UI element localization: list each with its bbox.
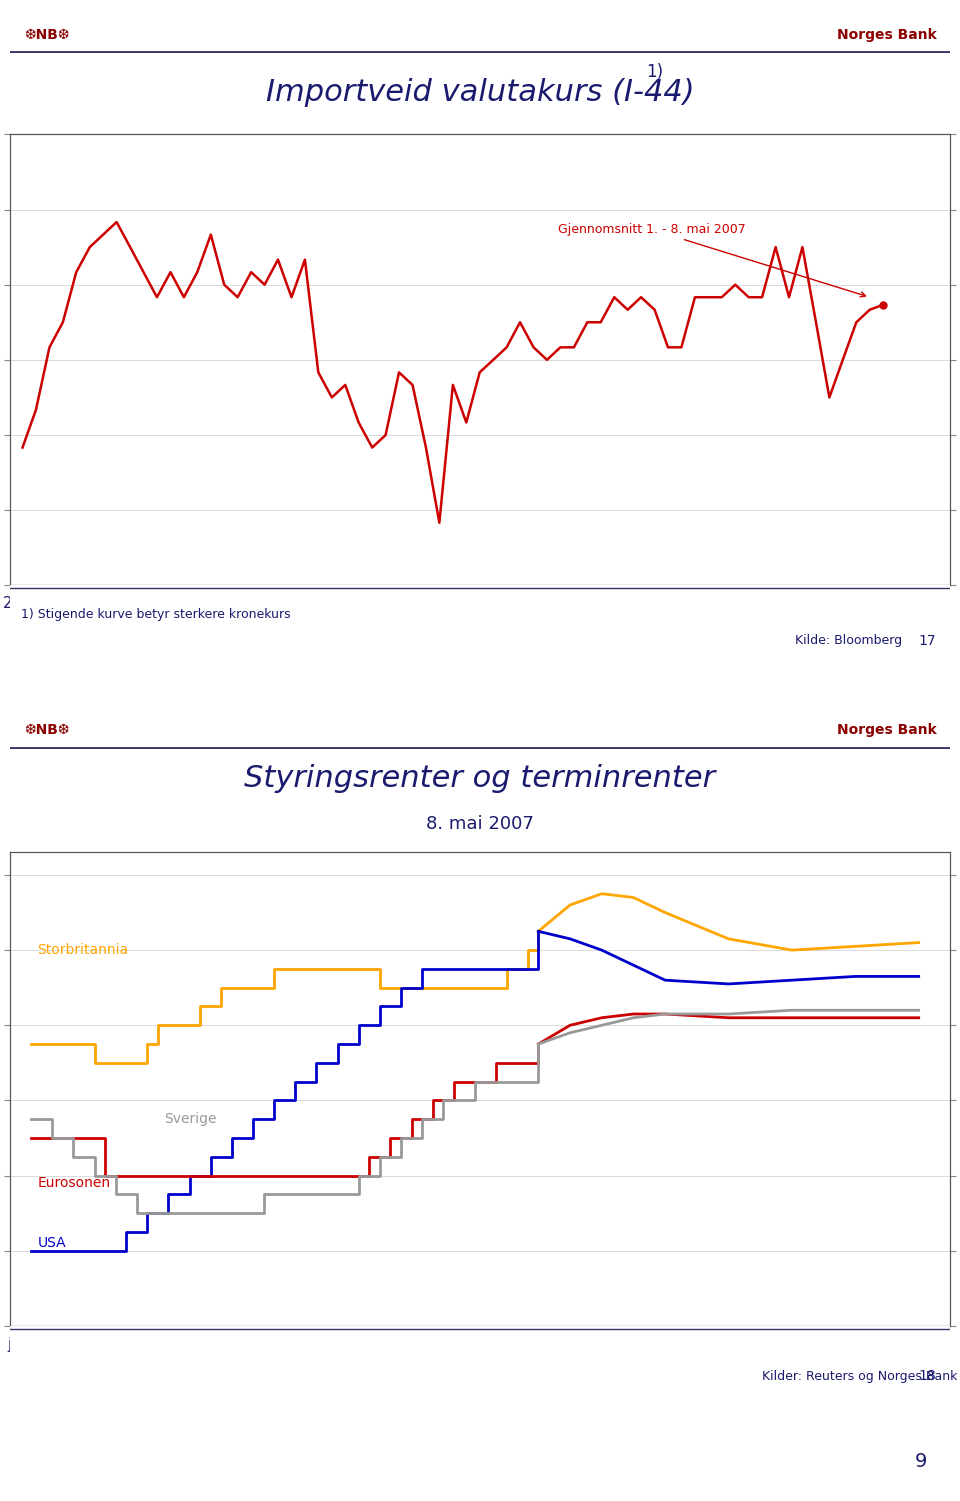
Text: 8. mai 2007: 8. mai 2007	[426, 815, 534, 833]
Text: Gjennomsnitt 1. - 8. mai 2007: Gjennomsnitt 1. - 8. mai 2007	[558, 224, 866, 297]
Text: Storbritannia: Storbritannia	[37, 943, 129, 958]
Text: USA: USA	[37, 1237, 66, 1250]
Text: Eurosonen: Eurosonen	[37, 1177, 110, 1190]
Text: Styringsrenter og terminrenter: Styringsrenter og terminrenter	[245, 764, 715, 794]
Text: Kilde: Bloomberg: Kilde: Bloomberg	[795, 635, 902, 647]
Text: Kilder: Reuters og Norges Bank: Kilder: Reuters og Norges Bank	[762, 1369, 958, 1382]
Text: ❆NB❆: ❆NB❆	[24, 29, 69, 42]
Text: Norges Bank: Norges Bank	[836, 722, 936, 737]
Text: 18: 18	[918, 1369, 936, 1382]
Text: Norges Bank: Norges Bank	[836, 29, 936, 42]
Text: 1): 1)	[646, 63, 663, 81]
Text: Importveid valutakurs (I-44): Importveid valutakurs (I-44)	[266, 78, 694, 108]
Text: ❆NB❆: ❆NB❆	[24, 722, 69, 737]
Text: 17: 17	[918, 633, 936, 648]
Text: 1) Stigende kurve betyr sterkere kronekurs: 1) Stigende kurve betyr sterkere kroneku…	[21, 608, 291, 620]
Text: 9: 9	[915, 1451, 927, 1471]
Text: Sverige: Sverige	[164, 1112, 217, 1126]
Point	[876, 293, 891, 317]
